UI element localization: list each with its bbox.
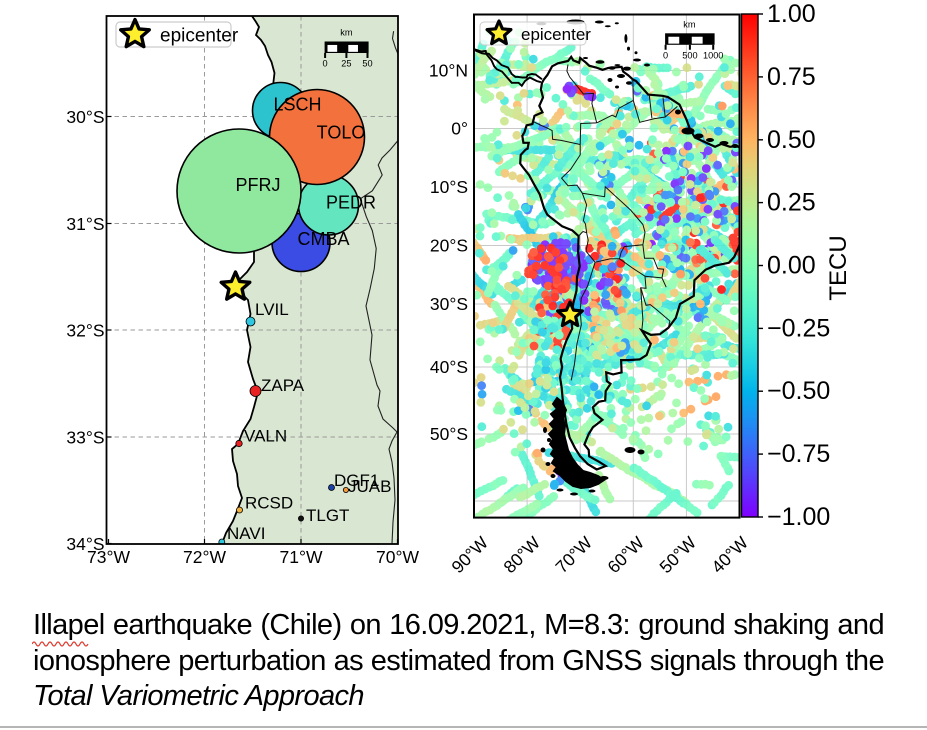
svg-text:TECU: TECU: [825, 235, 852, 300]
svg-text:25: 25: [341, 59, 351, 69]
svg-text:km: km: [340, 28, 353, 38]
svg-text:1000: 1000: [703, 50, 723, 60]
svg-text:RCSD: RCSD: [245, 494, 293, 513]
svg-text:60°W: 60°W: [603, 532, 648, 577]
svg-text:50: 50: [362, 59, 372, 69]
svg-text:72°W: 72°W: [183, 547, 226, 567]
svg-text:0°: 0°: [451, 119, 468, 139]
svg-text:−0.50: −0.50: [767, 377, 830, 405]
svg-text:TOLO: TOLO: [317, 123, 366, 143]
svg-text:50°S: 50°S: [430, 424, 468, 444]
svg-text:20°S: 20°S: [430, 236, 468, 256]
svg-text:32°S: 32°S: [66, 321, 104, 341]
svg-text:LSCH: LSCH: [273, 95, 321, 115]
svg-text:30°S: 30°S: [66, 107, 104, 127]
svg-text:km: km: [683, 19, 696, 29]
svg-text:1.00: 1.00: [767, 0, 816, 28]
svg-text:31°S: 31°S: [66, 214, 104, 234]
svg-text:LVIL: LVIL: [255, 300, 289, 319]
svg-text:73°W: 73°W: [87, 547, 130, 567]
svg-text:0.50: 0.50: [767, 126, 816, 154]
svg-text:0.25: 0.25: [767, 189, 816, 217]
svg-text:71°W: 71°W: [280, 547, 323, 567]
svg-text:40°W: 40°W: [707, 532, 752, 577]
svg-text:−0.25: −0.25: [767, 314, 830, 342]
svg-text:34°S: 34°S: [66, 534, 104, 554]
svg-text:70°W: 70°W: [551, 532, 596, 577]
svg-text:JUAB: JUAB: [348, 477, 391, 496]
svg-text:−1.00: −1.00: [767, 503, 830, 531]
svg-text:0: 0: [323, 59, 328, 69]
svg-text:PEDR: PEDR: [326, 193, 376, 213]
svg-text:TLGT: TLGT: [306, 506, 349, 525]
svg-text:30°S: 30°S: [430, 294, 468, 314]
svg-text:10°N: 10°N: [429, 61, 468, 81]
svg-text:33°S: 33°S: [66, 428, 104, 448]
svg-text:CMBA: CMBA: [297, 229, 349, 249]
svg-text:epicenter: epicenter: [521, 25, 591, 44]
svg-text:50°W: 50°W: [655, 532, 700, 577]
svg-text:0.75: 0.75: [767, 63, 816, 91]
svg-text:ZAPA: ZAPA: [261, 376, 305, 395]
svg-text:0: 0: [663, 50, 668, 60]
svg-text:90°W: 90°W: [447, 532, 492, 577]
svg-text:VALN: VALN: [244, 427, 287, 446]
svg-text:500: 500: [682, 50, 697, 60]
svg-text:10°S: 10°S: [430, 177, 468, 197]
svg-text:NAVI: NAVI: [227, 524, 265, 543]
svg-text:epicenter: epicenter: [160, 26, 239, 47]
svg-text:−0.75: −0.75: [767, 440, 830, 468]
svg-text:DGF1: DGF1: [334, 471, 379, 490]
svg-text:80°W: 80°W: [499, 532, 544, 577]
svg-text:0.00: 0.00: [767, 252, 816, 280]
svg-text:70°W: 70°W: [376, 547, 419, 567]
svg-text:PFRJ: PFRJ: [236, 175, 281, 195]
svg-text:40°S: 40°S: [430, 357, 468, 377]
